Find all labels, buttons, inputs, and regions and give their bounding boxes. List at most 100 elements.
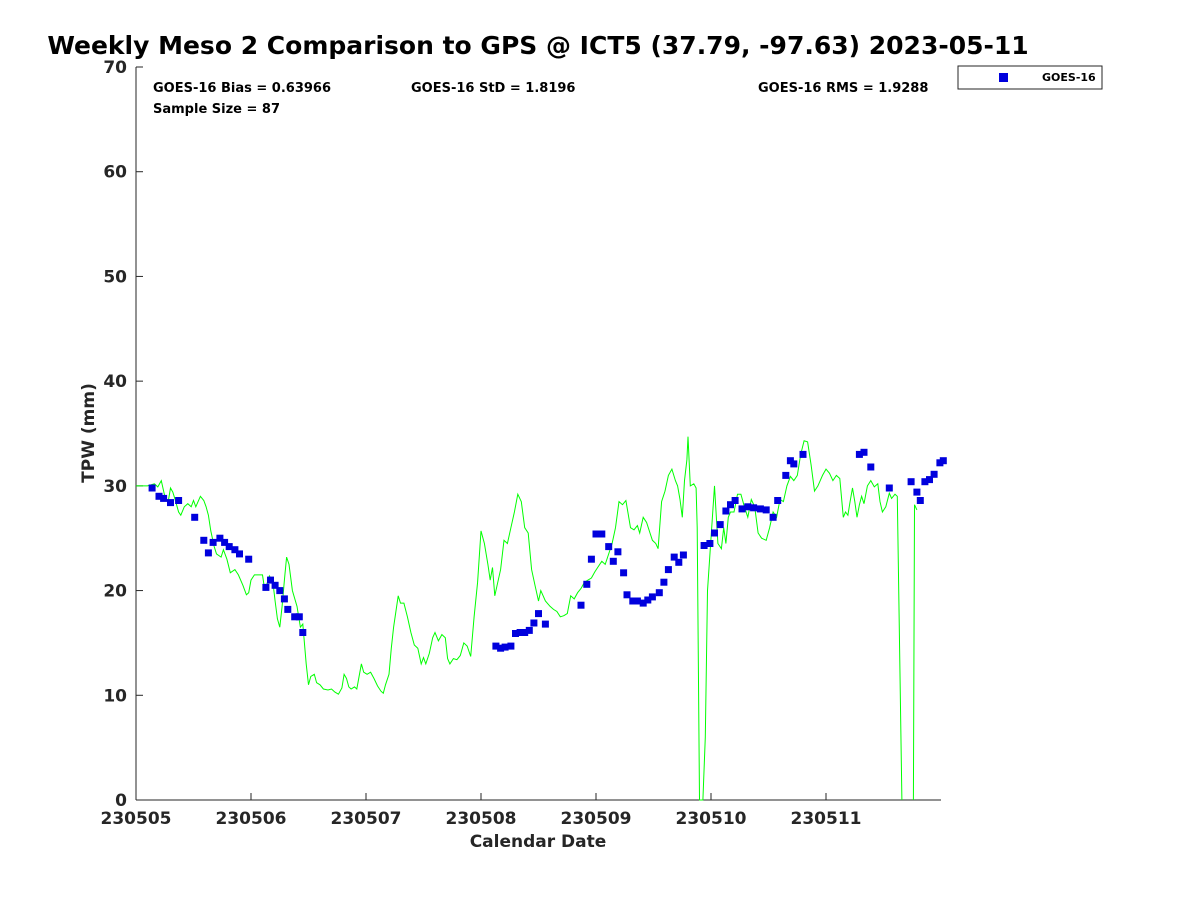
goes16-point [148, 484, 156, 492]
goes16-point [583, 580, 591, 588]
goes16-point [711, 529, 718, 537]
goes16-point [921, 478, 929, 486]
goes16-point [644, 596, 652, 604]
x-tick-label: 230508 [446, 809, 517, 829]
goes16-point [655, 589, 663, 597]
goes-series-points [148, 448, 947, 652]
goes16-point [799, 450, 807, 458]
goes16-point [592, 530, 600, 538]
goes16-point [598, 530, 606, 538]
x-axis-ticks: 230505 230506 230507 230508 230509 230510 2305… [101, 793, 862, 829]
goes16-point [221, 538, 229, 546]
goes16-point [769, 513, 777, 521]
axes [135, 67, 941, 801]
goes16-point [507, 642, 515, 650]
y-tick-label: 0 [115, 791, 127, 811]
goes16-point [926, 476, 933, 484]
goes16-point [605, 543, 613, 551]
goes16-point [225, 543, 233, 551]
goes16-point [620, 569, 628, 577]
goes16-point [639, 599, 647, 607]
goes16-point [774, 497, 782, 504]
goes16-point [516, 629, 524, 636]
goes16-point [541, 620, 549, 628]
x-axis-label: Calendar Date [470, 832, 607, 852]
goes16-point [262, 583, 270, 591]
stats-annotations: GOES-16 Bias = 0.63966 GOES-16 StD = 1.8… [153, 81, 928, 117]
goes16-point [930, 470, 938, 478]
y-tick-label: 40 [103, 372, 127, 392]
legend: GOES-16 [957, 65, 1103, 90]
goes16-point [160, 494, 168, 502]
y-tick-label: 10 [103, 686, 127, 706]
goes16-point [587, 555, 595, 563]
goes16-point [209, 538, 217, 546]
goes16-point [577, 601, 585, 609]
goes16-point [907, 478, 915, 486]
goes16-point [492, 642, 500, 650]
goes16-point [855, 450, 863, 458]
sample-size-stat: Sample Size = 87 [153, 102, 280, 117]
goes16-point [236, 550, 243, 558]
goes16-point [660, 578, 668, 586]
y-axis-ticks: 0 10 20 30 40 50 60 70 [103, 58, 143, 811]
goes16-point [267, 576, 274, 584]
x-tick-label: 230511 [791, 809, 862, 829]
goes16-point [629, 597, 637, 605]
goes16-point [727, 501, 734, 509]
goes16-point [614, 548, 622, 556]
goes16-point [525, 626, 533, 634]
goes16-point [280, 595, 288, 603]
goes16-point [670, 553, 678, 561]
legend-marker-goes16 [999, 73, 1008, 82]
y-tick-label: 50 [103, 267, 127, 287]
gps-line-segment [136, 436, 903, 801]
goes16-point [700, 542, 708, 549]
rms-stat: GOES-16 RMS = 1.9288 [758, 81, 928, 96]
goes16-point [609, 557, 617, 565]
x-tick-label: 230507 [331, 809, 402, 829]
x-tick-label: 230506 [216, 809, 287, 829]
goes16-point [521, 629, 529, 636]
goes16-point [706, 540, 714, 547]
x-tick-label: 230510 [676, 809, 747, 829]
goes16-point [497, 644, 505, 652]
y-tick-label: 70 [103, 58, 127, 78]
goes16-point [623, 591, 631, 599]
goes16-point [664, 566, 672, 574]
goes16-point [675, 558, 683, 566]
goes16-point [790, 460, 798, 468]
goes16-point [762, 506, 770, 514]
goes16-point [916, 497, 924, 504]
gps-series-line [136, 436, 918, 801]
goes16-point [501, 643, 509, 651]
std-stat: GOES-16 StD = 1.8196 [411, 81, 575, 96]
goes16-point [191, 513, 199, 521]
goes16-point [750, 504, 758, 512]
goes16-point [295, 613, 303, 621]
goes16-point [860, 448, 868, 456]
goes16-point [731, 497, 739, 504]
x-tick-label: 230505 [101, 809, 172, 829]
x-tick-label: 230509 [561, 809, 632, 829]
goes16-point [155, 492, 163, 500]
goes16-point [200, 536, 208, 544]
goes16-point [175, 497, 183, 504]
goes16-point [867, 463, 875, 471]
goes16-point [284, 605, 292, 613]
goes16-point [299, 629, 307, 636]
goes16-point [512, 630, 519, 637]
goes16-point [245, 555, 253, 563]
goes16-point [756, 505, 764, 513]
goes16-point [291, 613, 299, 621]
plot-area [136, 67, 941, 800]
y-axis-label: TPW (mm) [79, 383, 99, 483]
goes16-point [716, 521, 724, 529]
goes16-point [939, 457, 947, 465]
goes16-point [722, 507, 730, 515]
y-tick-label: 60 [103, 163, 127, 183]
goes16-point [216, 534, 224, 542]
goes16-point [913, 488, 921, 496]
goes16-point [167, 499, 174, 507]
gps-line-segment [912, 504, 918, 801]
